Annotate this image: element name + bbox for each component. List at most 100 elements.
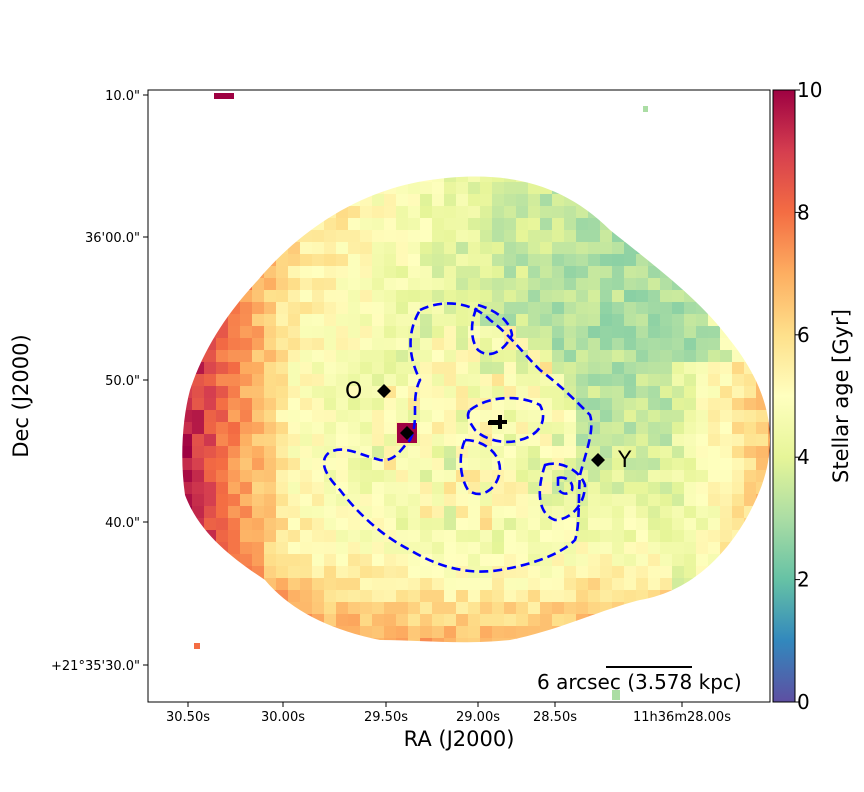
map-cell [660, 458, 672, 470]
map-cell [612, 542, 624, 554]
map-cell [182, 434, 192, 446]
map-cell [288, 362, 300, 374]
map-cell [432, 350, 444, 362]
map-cell [540, 206, 552, 218]
map-cell [732, 458, 744, 470]
map-cell [324, 494, 336, 506]
map-cell [552, 470, 564, 482]
map-cell [636, 410, 648, 422]
map-cell [480, 530, 492, 542]
map-cell [540, 230, 552, 242]
map-cell [240, 458, 252, 470]
map-cell [312, 590, 324, 602]
map-cell [612, 554, 624, 566]
map-cell [492, 242, 504, 254]
map-cell [696, 374, 708, 386]
map-cell [504, 182, 516, 194]
map-cell [360, 482, 372, 494]
map-cell [336, 350, 348, 362]
map-cell [384, 494, 396, 506]
map-cell [516, 254, 528, 266]
map-cell [744, 470, 756, 482]
map-cell [624, 494, 636, 506]
map-cell [324, 290, 336, 302]
map-cell [528, 302, 540, 314]
map-cell [504, 482, 516, 494]
map-cell [588, 590, 600, 602]
map-cell [204, 434, 216, 446]
map-cell [588, 530, 600, 542]
map-cell [182, 494, 192, 506]
map-cell [252, 350, 264, 362]
map-cell [492, 518, 504, 530]
map-cell [576, 554, 588, 566]
map-cell [480, 458, 492, 470]
map-cell [396, 338, 408, 350]
map-cell [300, 590, 312, 602]
map-cell [528, 374, 540, 386]
map-cell [444, 446, 456, 458]
map-cell [480, 554, 492, 566]
map-cell [588, 578, 600, 590]
map-cell [372, 482, 384, 494]
map-cell [504, 266, 516, 278]
map-cell [756, 410, 768, 422]
map-cell [576, 542, 588, 554]
stray-pixel-right [643, 106, 648, 112]
map-cell [396, 374, 408, 386]
map-cell [360, 614, 372, 626]
map-cell [276, 554, 288, 566]
map-cell [528, 218, 540, 230]
map-cell [648, 386, 660, 398]
map-cell [444, 206, 456, 218]
map-cell [516, 458, 528, 470]
map-cell [456, 266, 468, 278]
map-cell [516, 350, 528, 362]
map-cell [600, 314, 612, 326]
map-cell [684, 458, 696, 470]
map-cell [708, 506, 720, 518]
map-cell [372, 338, 384, 350]
map-cell [564, 458, 576, 470]
map-cell [396, 506, 408, 518]
map-cell [516, 290, 528, 302]
map-cell [324, 614, 336, 626]
map-cell [564, 554, 576, 566]
map-cell [672, 506, 684, 518]
map-cell [324, 518, 336, 530]
map-cell [648, 578, 660, 590]
map-cell [468, 482, 480, 494]
map-cell [540, 578, 552, 590]
map-cell [480, 230, 492, 242]
map-cell [516, 602, 528, 614]
map-cell [504, 542, 516, 554]
map-cell [564, 290, 576, 302]
map-cell [480, 242, 492, 254]
map-cell [540, 350, 552, 362]
y-tick-label: 10.0" [105, 89, 140, 104]
map-cell [228, 374, 240, 386]
map-cell [756, 434, 768, 446]
map-cell [396, 614, 408, 626]
colorbar [772, 89, 796, 703]
map-cell [756, 446, 768, 458]
map-cell [540, 314, 552, 326]
map-cell [408, 566, 420, 578]
y-tick-label: 40.0" [105, 516, 140, 531]
map-cell [360, 266, 372, 278]
map-cell [420, 290, 432, 302]
map-cell [348, 602, 360, 614]
map-cell [600, 422, 612, 434]
map-cell [348, 374, 360, 386]
map-cell [264, 518, 276, 530]
map-cell [420, 602, 432, 614]
map-cell [480, 542, 492, 554]
map-cell [300, 350, 312, 362]
center-plus-marker-h [488, 421, 500, 425]
map-cell [696, 350, 708, 362]
map-cell [396, 266, 408, 278]
map-cell [360, 386, 372, 398]
map-cell [252, 398, 264, 410]
map-cell [288, 446, 300, 458]
map-cell [720, 518, 732, 530]
